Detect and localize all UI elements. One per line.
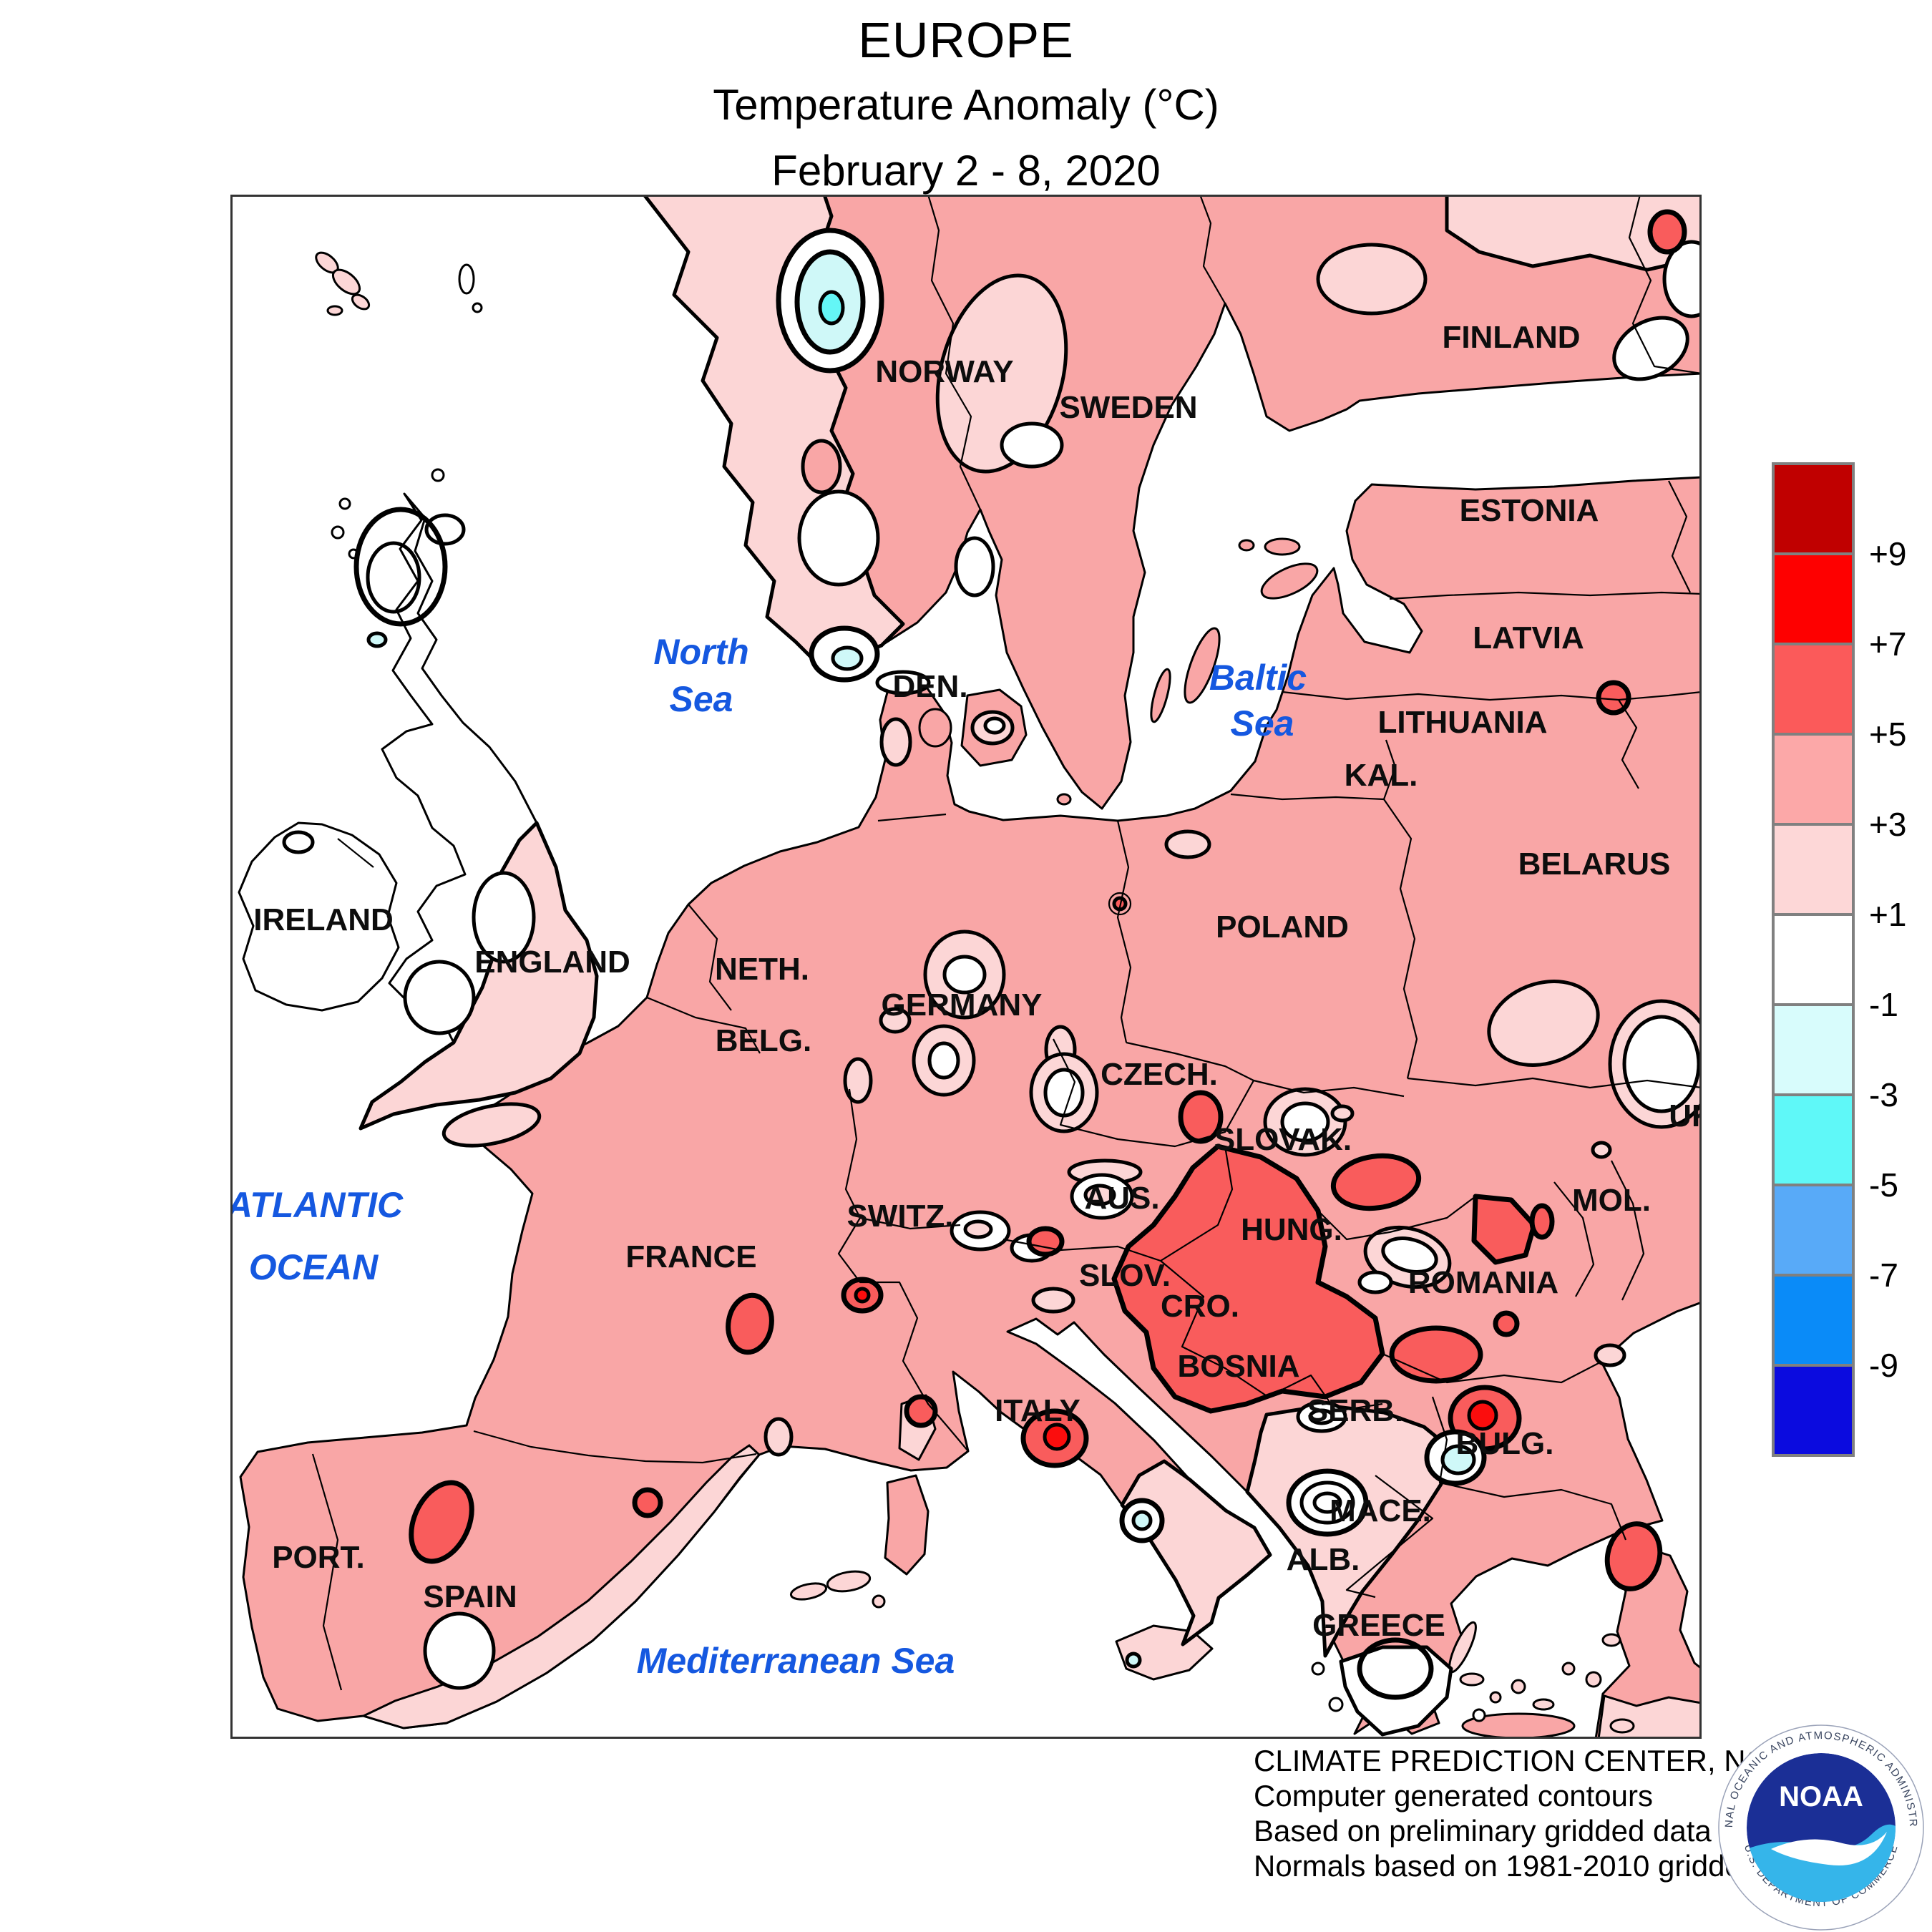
label-austria: AUS. [1084,1181,1159,1216]
map-labels: NORWAY SWEDEN FINLAND ESTONIA LATVIA LIT… [225,320,1714,1681]
label-england: ENGLAND [474,945,630,980]
legend-cell-8 [1772,1184,1855,1277]
label-macedonia: MACE. [1330,1493,1431,1528]
label-mediterranean: Mediterranean Sea [637,1641,955,1681]
label-belgium: BELG. [716,1023,811,1058]
legend-svg: +9 +7 +5 +3 +1 -1 -3 -5 -7 -9 [1772,462,1906,1457]
legend-tick-p5: +5 [1869,716,1906,753]
label-croatia: CRO. [1161,1289,1239,1324]
label-bosnia: BOSNIA [1177,1349,1299,1384]
country-borders [311,194,1702,1691]
logo-acronym: NOAA [1779,1781,1863,1813]
label-north-sea-1: North [653,632,748,672]
label-france: FRANCE [625,1239,756,1274]
label-serbia: SERB. [1307,1393,1403,1428]
noaa-logo: NATIONAL OCEANIC AND ATMOSPHERIC ADMINIS… [1714,1723,1928,1932]
label-hungary: HUNG. [1241,1212,1342,1247]
europe-anomaly-map: NORWAY SWEDEN FINLAND ESTONIA LATVIA LIT… [225,192,1721,1740]
legend-tick-m9: -9 [1869,1347,1898,1384]
label-sweden: SWEDEN [1059,390,1197,425]
label-greece: GREECE [1312,1608,1445,1643]
contour-patches-white [403,240,1721,1737]
label-portugal: PORT. [272,1540,365,1575]
legend-tick-m5: -5 [1869,1166,1898,1204]
map-svg: NORWAY SWEDEN FINLAND ESTONIA LATVIA LIT… [225,192,1721,1740]
legend-tick-p1: +1 [1869,896,1906,933]
label-belarus: BELARUS [1518,847,1671,882]
label-north-sea-2: Sea [670,679,733,719]
label-estonia: ESTONIA [1460,493,1599,528]
legend-cell-9 [1772,1274,1855,1367]
legend-cell-2 [1772,643,1855,736]
legend-tick-m7: -7 [1869,1257,1898,1294]
logo-disc: NOAA [1747,1753,1896,1902]
attribution-line-3: Based on preliminary gridded data [1254,1814,1712,1848]
label-kaliningrad: KAL. [1345,758,1418,793]
legend-cells [1772,462,1855,1457]
legend-cell-7 [1772,1093,1855,1186]
map-title: EUROPE [858,12,1074,68]
legend-tick-p3: +3 [1869,806,1906,843]
label-baltic-sea-1: Baltic [1209,658,1307,698]
legend-cell-6 [1772,1003,1855,1096]
legend-tick-m1: -1 [1869,986,1898,1023]
contour-patches-red [409,209,1687,1591]
legend-tick-m3: -3 [1869,1076,1898,1113]
legend-cell-1 [1772,552,1855,645]
logo-bird [1771,1832,1887,1866]
label-baltic-sea-2: Sea [1231,703,1294,743]
label-slovenia: SLOV. [1079,1258,1171,1293]
label-slovakia: SLOVAK. [1214,1122,1352,1157]
label-atlantic-2: OCEAN [249,1247,379,1287]
label-ireland: IRELAND [253,902,394,937]
map-border [230,195,1702,1739]
label-ukraine: UK [1669,1098,1702,1133]
label-moldova: MOL. [1572,1183,1651,1218]
label-netherlands: NETH. [715,952,809,987]
label-germany: GERMANY [882,987,1043,1023]
attribution-line-1: CLIMATE PREDICTION CENTER, NOAA [1254,1744,1810,1777]
map-date-range: February 2 - 8, 2020 [771,147,1161,195]
label-poland: POLAND [1216,909,1349,945]
legend-cell-3 [1772,733,1855,826]
label-switzerland: SWITZ. [847,1199,953,1234]
label-lithuania: LITHUANIA [1377,705,1547,740]
anomaly-legend: +9 +7 +5 +3 +1 -1 -3 -5 -7 -9 [1760,429,1932,1488]
label-denmark: DEN. [892,669,967,704]
label-romania: ROMANIA [1408,1265,1558,1300]
label-bulgaria: BULG. [1456,1426,1554,1461]
label-czech: CZECH. [1101,1057,1218,1092]
label-latvia: LATVIA [1473,620,1584,655]
legend-cell-5 [1772,913,1855,1006]
attribution-line-2: Computer generated contours [1254,1779,1653,1813]
label-albania: ALB. [1287,1542,1360,1577]
map-subtitle: Temperature Anomaly (°C) [713,81,1219,129]
legend-cell-0 [1772,462,1855,555]
legend-cell-4 [1772,823,1855,916]
label-finland: FINLAND [1442,320,1580,355]
legend-tick-p7: +7 [1869,625,1906,663]
noaa-logo-svg: NATIONAL OCEANIC AND ATMOSPHERIC ADMINIS… [1718,1724,1924,1931]
label-norway: NORWAY [875,354,1013,389]
label-spain: SPAIN [423,1579,517,1614]
legend-ticks: +9 +7 +5 +3 +1 -1 -3 -5 -7 -9 [1869,535,1906,1384]
label-atlantic-1: ATLANTIC [230,1185,404,1225]
legend-cell-10 [1772,1364,1855,1457]
legend-tick-p9: +9 [1869,535,1906,572]
label-italy: ITALY [995,1393,1080,1428]
